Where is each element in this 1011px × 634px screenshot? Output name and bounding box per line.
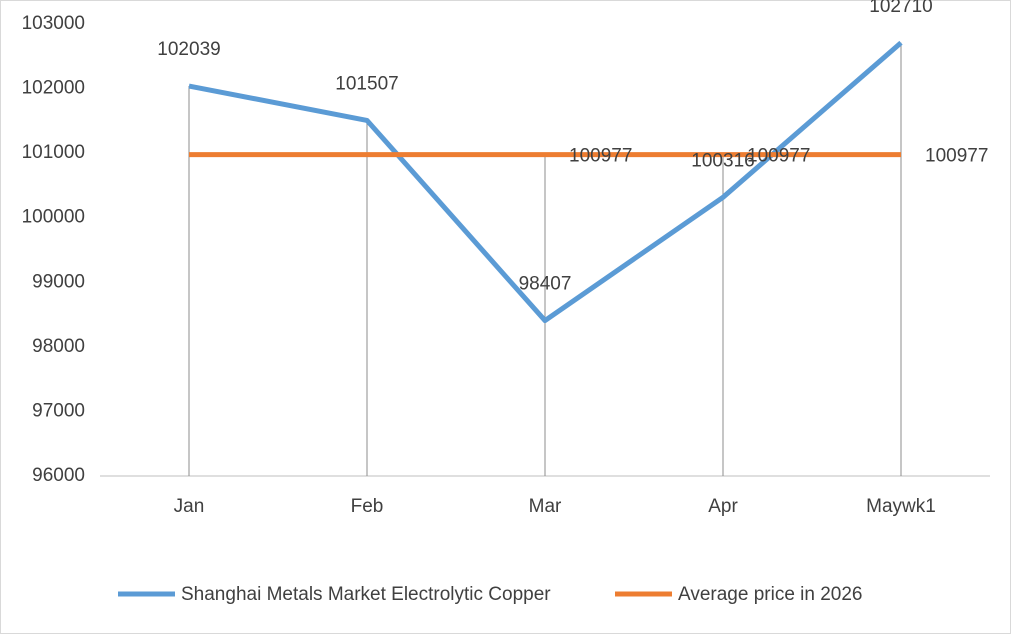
y-tick-label: 103000 bbox=[22, 13, 85, 34]
data-label: 100977 bbox=[925, 146, 988, 167]
data-label: 98407 bbox=[519, 274, 572, 295]
legend-label: Average price in 2026 bbox=[678, 584, 863, 605]
data-label: 101507 bbox=[335, 73, 398, 94]
y-tick-label: 102000 bbox=[22, 78, 85, 99]
legend-label: Shanghai Metals Market Electrolytic Copp… bbox=[181, 584, 551, 605]
y-tick-label: 96000 bbox=[32, 465, 85, 486]
data-label: 102039 bbox=[157, 39, 220, 60]
x-tick-label: Mar bbox=[529, 496, 562, 517]
x-tick-label: Feb bbox=[351, 496, 384, 517]
y-tick-label: 99000 bbox=[32, 271, 85, 292]
y-tick-label: 97000 bbox=[32, 400, 85, 421]
data-label: 102710 bbox=[869, 0, 932, 17]
y-tick-label: 98000 bbox=[32, 336, 85, 357]
data-label: 100977 bbox=[569, 146, 632, 167]
x-tick-label: Apr bbox=[708, 496, 738, 517]
data-label: 100977 bbox=[747, 146, 810, 167]
y-tick-label: 100000 bbox=[22, 207, 85, 228]
series-line bbox=[188, 40, 903, 324]
x-tick-label: Maywk1 bbox=[866, 496, 936, 517]
y-tick-label: 101000 bbox=[22, 142, 85, 163]
data-label: 100316 bbox=[691, 150, 754, 171]
x-tick-label: Jan bbox=[174, 496, 205, 517]
